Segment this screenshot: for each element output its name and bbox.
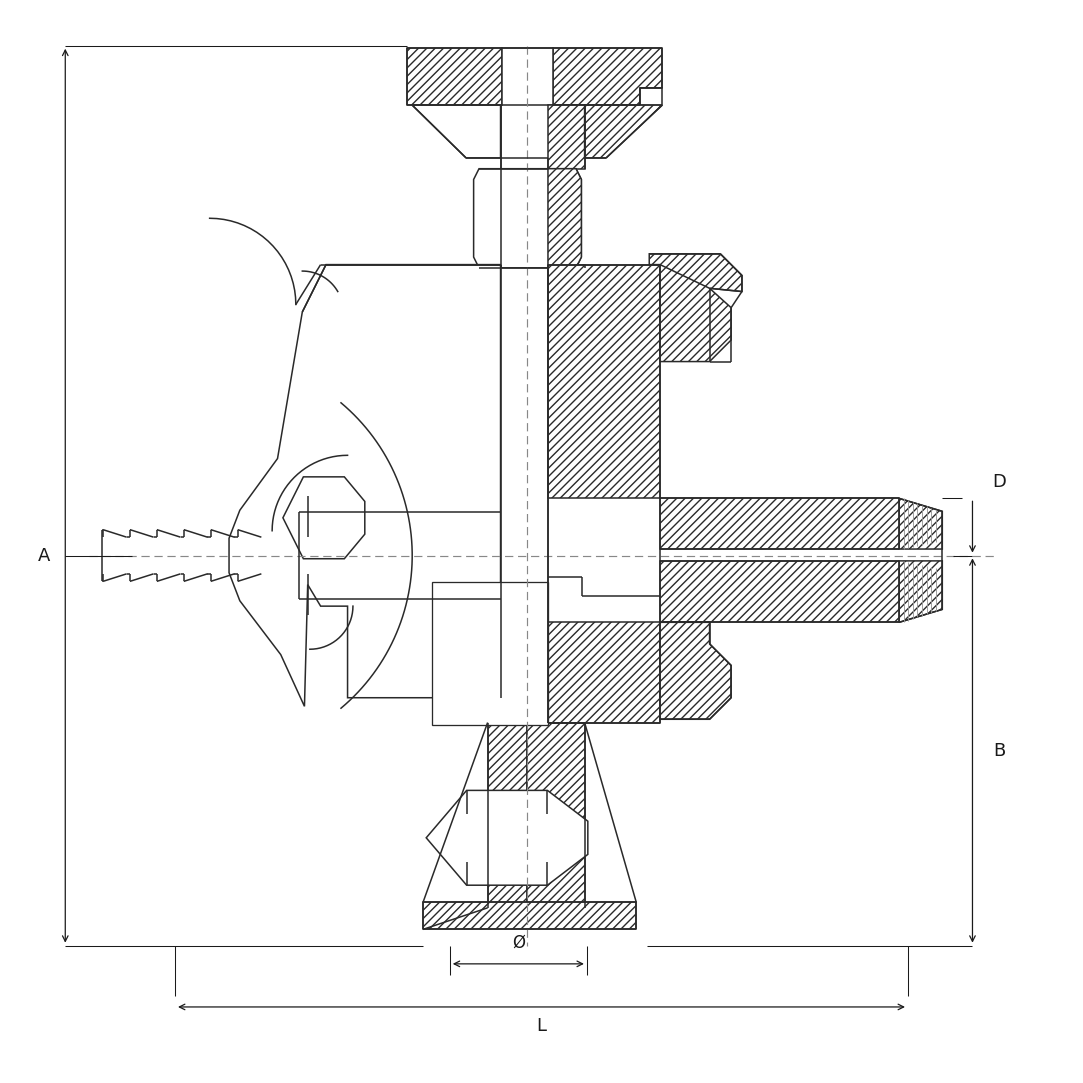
Polygon shape	[553, 48, 662, 105]
Polygon shape	[283, 477, 365, 559]
Polygon shape	[640, 88, 662, 105]
Polygon shape	[649, 253, 742, 291]
Text: A: A	[38, 547, 50, 564]
Polygon shape	[527, 722, 585, 908]
Polygon shape	[548, 169, 582, 268]
Polygon shape	[413, 105, 500, 158]
Polygon shape	[423, 902, 637, 929]
Bar	[501, 48, 553, 105]
Polygon shape	[473, 169, 582, 268]
Polygon shape	[899, 498, 942, 549]
Polygon shape	[660, 623, 731, 719]
Polygon shape	[660, 561, 899, 623]
Polygon shape	[487, 722, 527, 908]
Polygon shape	[229, 264, 500, 706]
Text: D: D	[992, 473, 1006, 492]
Polygon shape	[660, 264, 731, 362]
Polygon shape	[548, 264, 660, 498]
Text: B: B	[993, 742, 1005, 759]
Polygon shape	[548, 105, 585, 169]
Polygon shape	[585, 105, 662, 158]
Text: L: L	[536, 1017, 547, 1035]
Polygon shape	[548, 623, 660, 722]
Bar	[432, 583, 548, 725]
Polygon shape	[899, 561, 942, 623]
Polygon shape	[407, 48, 501, 105]
Polygon shape	[427, 791, 588, 885]
Text: Ø: Ø	[512, 934, 525, 951]
Polygon shape	[548, 264, 585, 268]
Polygon shape	[660, 498, 899, 549]
